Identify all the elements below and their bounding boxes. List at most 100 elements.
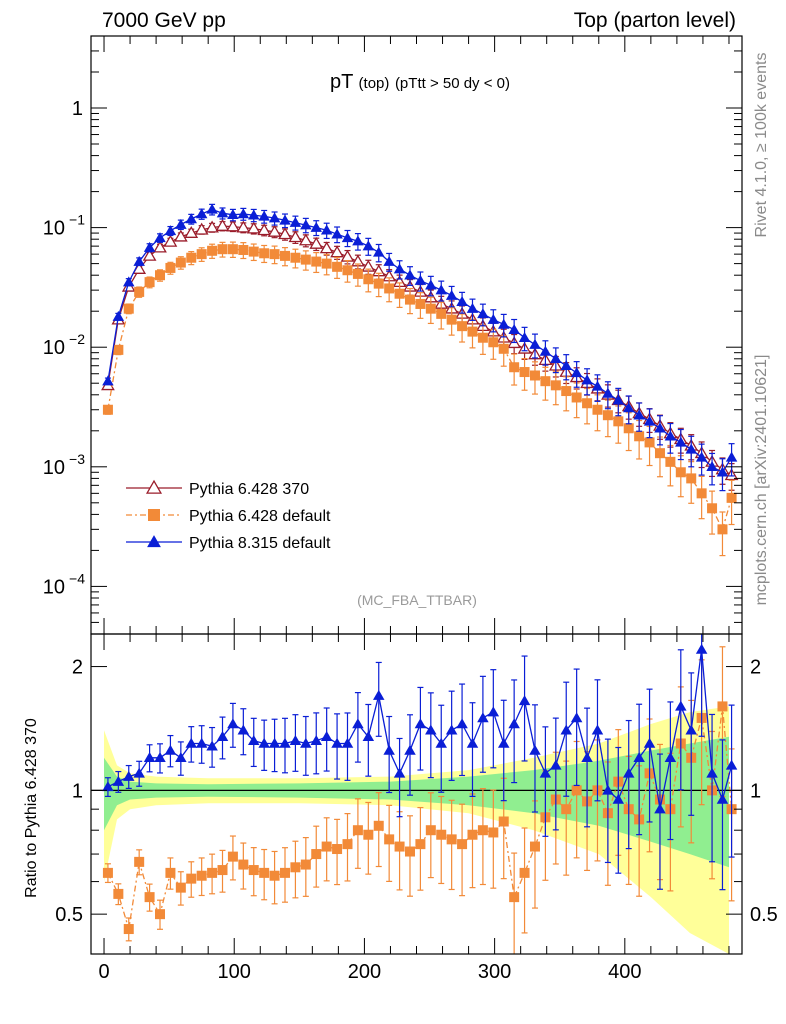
data-point-p6_370: [163, 234, 178, 247]
ratio-point-p8_default: [258, 737, 270, 748]
ratio-point-p8_default: [591, 724, 604, 735]
ratio-point-p8_default: [206, 740, 218, 751]
data-point-p8_default: [372, 246, 385, 257]
data-point-p8_default: [425, 279, 437, 290]
data-point-p8_default: [404, 269, 416, 280]
data-point-p8_default: [352, 235, 364, 246]
data-point-p8_default: [133, 255, 145, 266]
data-point-p6_default: [446, 314, 457, 325]
ratio-y-tick-label-right: 1: [750, 780, 761, 802]
data-point-p6_default: [217, 244, 228, 255]
ratio-series-p8_default: [102, 634, 738, 891]
data-point-p6_370: [215, 219, 230, 231]
data-point-p6_default: [696, 488, 707, 499]
ratio-y-tick-label: 1: [72, 780, 83, 802]
data-point-p8_default: [539, 345, 552, 356]
data-point-p6_default: [404, 294, 415, 305]
ratio-point-p6_default: [279, 867, 290, 878]
data-point-p8_default: [435, 284, 447, 295]
data-point-p6_default: [165, 262, 176, 273]
data-point-p6_default: [259, 248, 270, 259]
data-point-p8_default: [487, 313, 500, 324]
data-point-p6_default: [488, 337, 499, 348]
ratio-point-p6_default: [227, 851, 238, 862]
legend-label-p6_default: Pythia 6.428 default: [189, 508, 331, 525]
ratio-point-p8_default: [487, 706, 500, 717]
ratio-point-p6_default: [238, 859, 249, 870]
data-point-p6_370: [330, 245, 344, 258]
ratio-frame: [90, 633, 743, 955]
data-point-p6_default: [592, 404, 603, 415]
data-point-p8_default: [725, 451, 738, 462]
data-point-p8_default: [529, 338, 541, 349]
data-point-p6_default: [509, 362, 520, 373]
ratio-point-p8_default: [725, 759, 738, 770]
ratio-point-p8_default: [143, 752, 156, 763]
data-point-p8_default: [341, 232, 354, 243]
ratio-point-p8_default: [685, 724, 697, 735]
ratio-point-p6_default: [300, 859, 311, 870]
data-point-p8_default: [227, 209, 239, 220]
ratio-point-p8_default: [456, 718, 468, 729]
ratio-point-p8_default: [216, 731, 229, 742]
ratio-point-p8_default: [289, 735, 302, 746]
ratio-point-p6_default: [332, 844, 343, 855]
ratio-point-p6_default: [363, 829, 374, 840]
legend: Pythia 6.428 370 Pythia 6.428 default Pyth…: [126, 479, 331, 552]
data-point-p8_default: [362, 240, 375, 251]
data-point-p6_default: [425, 303, 436, 314]
x-tick-label: 0: [98, 961, 109, 983]
data-point-p6_default: [602, 410, 613, 421]
data-point-p6_370: [278, 227, 292, 240]
ratio-point-p8_default: [643, 737, 656, 748]
ratio-point-p6_default: [467, 829, 478, 840]
data-point-p6_default: [196, 249, 207, 260]
ratio-point-p6_default: [529, 841, 540, 852]
data-point-p8_default: [456, 295, 468, 306]
ratio-point-p6_default: [144, 892, 155, 903]
ratio-point-p6_default: [404, 846, 415, 857]
ratio-point-p6_default: [217, 865, 228, 876]
data-point-p8_default: [706, 461, 718, 472]
data-point-p6_default: [227, 244, 238, 255]
ratio-point-p8_default: [529, 744, 541, 755]
data-point-p8_default: [383, 255, 395, 266]
ratio-point-p8_default: [435, 737, 447, 748]
ratio-point-p6_default: [519, 867, 530, 878]
ratio-point-p8_default: [320, 731, 333, 742]
ratio-point-p8_default: [383, 744, 395, 755]
data-point-p8_default: [560, 359, 572, 370]
data-point-p6_default: [571, 392, 582, 403]
data-point-p6_default: [384, 283, 395, 294]
data-point-p6_default: [186, 252, 197, 263]
ratio-point-p6_default: [155, 909, 166, 920]
data-point-p6_default: [332, 261, 343, 272]
data-point-p6_default: [529, 370, 540, 381]
ratio-point-p6_default: [321, 841, 332, 852]
data-point-p8_default: [477, 308, 489, 319]
y-tick-label: 10: [43, 337, 65, 359]
series-p8_default: [102, 203, 738, 492]
data-point-p6_370: [226, 219, 240, 232]
data-point-p6_default: [665, 456, 676, 467]
ratio-point-p6_default: [165, 867, 176, 878]
data-point-p8_default: [300, 219, 312, 230]
data-point-p8_default: [143, 241, 156, 252]
ratio-point-p6_default: [352, 825, 363, 836]
ratio-point-p8_default: [195, 737, 208, 748]
data-point-p8_default: [716, 466, 729, 477]
ratio-point-p8_default: [445, 724, 458, 735]
data-point-p6_370: [340, 249, 355, 262]
ratio-point-p8_default: [425, 724, 437, 735]
ratio-point-p8_default: [352, 718, 364, 729]
data-point-p6_default: [269, 249, 280, 260]
ratio-point-p8_default: [341, 737, 354, 748]
ratio-point-p6_default: [477, 825, 488, 836]
legend-marker-p6_370: [145, 479, 163, 494]
x-tick-label: 100: [218, 961, 251, 983]
ratio-point-p8_default: [695, 643, 708, 654]
ratio-point-p6_default: [457, 839, 468, 850]
ratio-point-p8_default: [300, 737, 312, 748]
ratio-point-p8_default: [227, 718, 239, 729]
data-point-p6_default: [623, 423, 634, 434]
